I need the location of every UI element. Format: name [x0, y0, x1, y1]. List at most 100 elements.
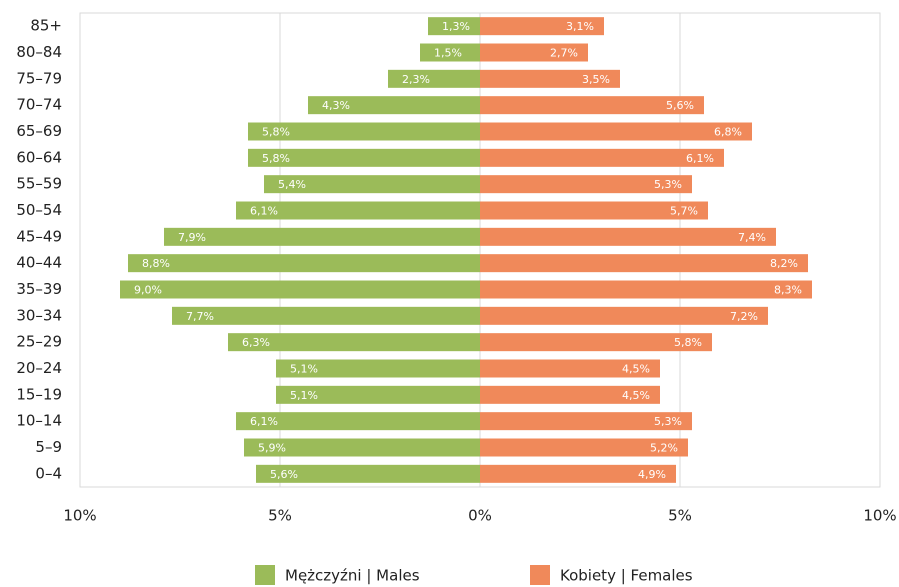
value-label: 7,7%	[186, 310, 214, 323]
value-label: 6,8%	[714, 126, 742, 139]
value-label: 7,2%	[730, 310, 758, 323]
bar	[480, 96, 704, 115]
bar	[480, 280, 812, 299]
legend-label: Mężczyźni | Males	[285, 567, 420, 585]
value-label: 4,3%	[322, 99, 350, 112]
bar	[480, 227, 776, 246]
value-label: 7,9%	[178, 231, 206, 244]
value-label: 4,9%	[638, 468, 666, 481]
bar	[480, 69, 620, 88]
bar	[236, 412, 480, 431]
y-tick-label: 85+	[30, 17, 62, 35]
y-tick-label: 50–54	[16, 201, 62, 219]
bar	[264, 175, 480, 194]
bar	[480, 122, 752, 141]
value-label: 8,8%	[142, 257, 170, 270]
bar	[480, 148, 724, 167]
y-tick-label: 60–64	[16, 148, 62, 166]
value-label: 6,1%	[686, 152, 714, 165]
bar	[248, 122, 480, 141]
bar	[228, 333, 480, 352]
y-tick-label: 5–9	[35, 438, 62, 456]
bar	[480, 43, 588, 62]
value-label: 8,2%	[770, 257, 798, 270]
legend-swatch	[530, 565, 550, 585]
bar	[164, 227, 480, 246]
value-label: 6,1%	[250, 205, 278, 218]
bar	[248, 148, 480, 167]
y-tick-label: 65–69	[16, 122, 62, 140]
y-tick-label: 55–59	[16, 175, 62, 193]
value-label: 5,8%	[262, 126, 290, 139]
value-label: 8,3%	[774, 284, 802, 297]
y-tick-label: 70–74	[16, 96, 62, 114]
bar	[128, 254, 480, 273]
value-label: 5,1%	[290, 389, 318, 402]
value-label: 7,4%	[738, 231, 766, 244]
value-label: 3,1%	[566, 20, 594, 33]
value-label: 5,8%	[262, 152, 290, 165]
value-label: 5,1%	[290, 363, 318, 376]
bar	[276, 385, 480, 404]
y-tick-label: 10–14	[16, 412, 62, 430]
bar	[480, 385, 660, 404]
y-tick-label: 35–39	[16, 280, 62, 298]
bar	[428, 17, 480, 36]
value-label: 5,3%	[654, 178, 682, 191]
x-tick-label: 5%	[268, 507, 292, 525]
bar	[256, 464, 480, 483]
bar	[480, 412, 692, 431]
value-label: 9,0%	[134, 284, 162, 297]
y-tick-label: 80–84	[16, 43, 62, 61]
value-label: 5,8%	[674, 336, 702, 349]
x-tick-label: 10%	[863, 507, 896, 525]
value-label: 3,5%	[582, 73, 610, 86]
x-tick-label: 0%	[468, 507, 492, 525]
value-label: 4,5%	[622, 363, 650, 376]
legend-label: Kobiety | Females	[560, 567, 693, 585]
value-label: 5,3%	[654, 415, 682, 428]
x-tick-label: 5%	[668, 507, 692, 525]
value-label: 5,6%	[270, 468, 298, 481]
bar	[480, 254, 808, 273]
value-label: 6,3%	[242, 336, 270, 349]
bar	[480, 359, 660, 378]
bar	[236, 201, 480, 220]
y-tick-label: 20–24	[16, 359, 62, 377]
value-label: 2,7%	[550, 47, 578, 60]
y-tick-label: 0–4	[35, 464, 62, 482]
value-label: 4,5%	[622, 389, 650, 402]
value-label: 5,7%	[670, 205, 698, 218]
bar	[480, 464, 676, 483]
bar	[420, 43, 480, 62]
bar	[480, 201, 708, 220]
y-tick-label: 75–79	[16, 69, 62, 87]
value-label: 5,2%	[650, 442, 678, 455]
value-label: 5,9%	[258, 442, 286, 455]
value-label: 6,1%	[250, 415, 278, 428]
y-tick-label: 15–19	[16, 385, 62, 403]
bar	[480, 306, 768, 325]
bar	[120, 280, 480, 299]
bar	[480, 333, 712, 352]
y-tick-label: 25–29	[16, 333, 62, 351]
bar	[480, 438, 688, 457]
x-tick-label: 10%	[63, 507, 96, 525]
bar	[308, 96, 480, 115]
bar	[244, 438, 480, 457]
value-label: 2,3%	[402, 73, 430, 86]
bar	[276, 359, 480, 378]
legend-swatch	[255, 565, 275, 585]
value-label: 1,3%	[442, 20, 470, 33]
bar	[480, 175, 692, 194]
value-label: 5,6%	[666, 99, 694, 112]
y-tick-label: 45–49	[16, 227, 62, 245]
bar	[480, 17, 604, 36]
y-tick-label: 30–34	[16, 306, 62, 324]
bar	[172, 306, 480, 325]
bar	[388, 69, 480, 88]
y-tick-label: 40–44	[16, 254, 62, 272]
value-label: 5,4%	[278, 178, 306, 191]
value-label: 1,5%	[434, 47, 462, 60]
